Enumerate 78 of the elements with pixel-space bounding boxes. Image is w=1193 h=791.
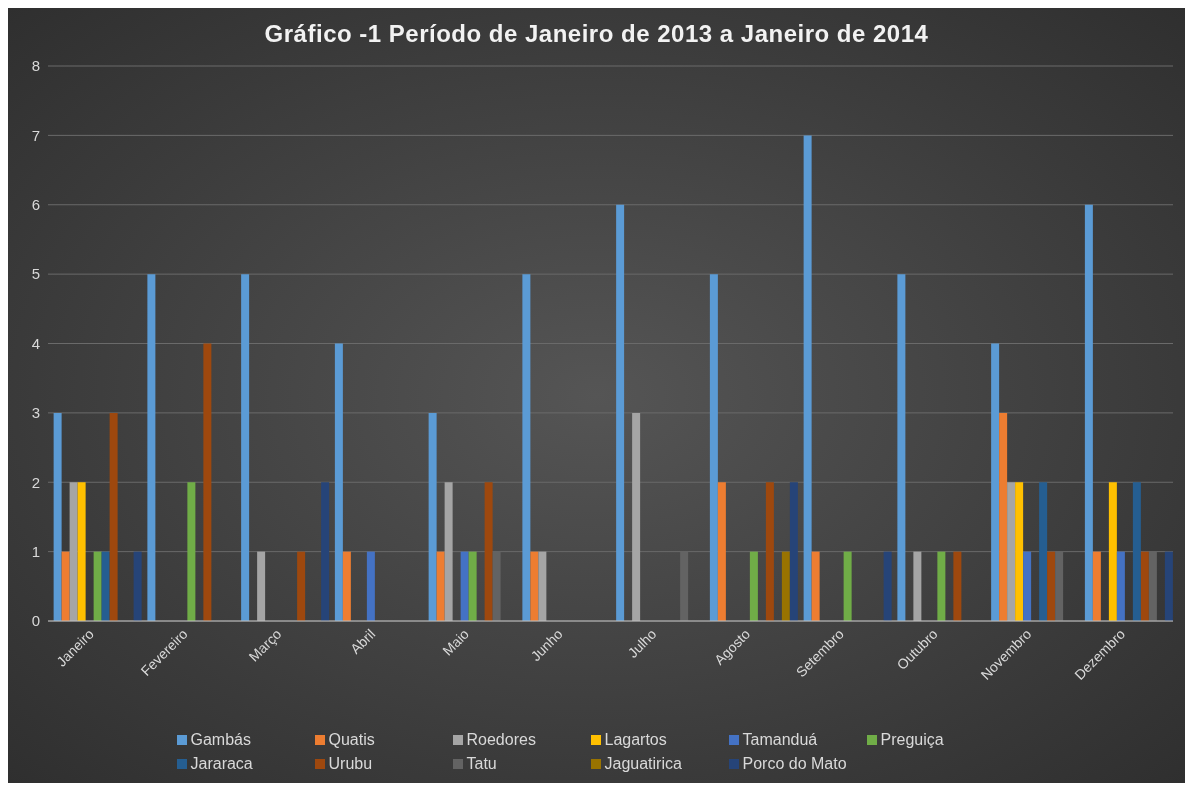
bar <box>999 412 1008 621</box>
legend-label: Gambás <box>190 731 251 749</box>
bar <box>522 274 531 621</box>
y-tick-label: 8 <box>31 57 40 75</box>
bar <box>1140 551 1149 621</box>
y-tick-label: 6 <box>31 196 40 214</box>
y-tick-label: 5 <box>31 265 40 283</box>
bar <box>1084 204 1093 621</box>
bar <box>484 482 493 621</box>
legend-label: Preguiça <box>880 731 944 749</box>
legend-label: Urubu <box>328 755 373 773</box>
bar <box>101 551 110 621</box>
y-tick-label: 3 <box>31 404 40 422</box>
bar <box>781 551 790 621</box>
bar <box>937 551 946 621</box>
bar <box>883 551 892 621</box>
y-tick-label: 1 <box>31 542 40 560</box>
bar <box>428 412 437 621</box>
bar <box>1164 551 1173 621</box>
bar <box>203 343 212 621</box>
bar <box>991 343 1000 621</box>
bar <box>632 412 641 621</box>
bar <box>897 274 906 621</box>
legend-label: Quatis <box>328 731 375 749</box>
bar <box>342 551 351 621</box>
legend-label: Tatu <box>466 755 497 773</box>
bar <box>538 551 547 621</box>
bar <box>616 204 625 621</box>
bar <box>1015 482 1024 621</box>
bar <box>1132 482 1141 621</box>
bar <box>709 274 718 621</box>
bar <box>241 274 250 621</box>
legend-label: Lagartos <box>604 731 667 749</box>
bar <box>109 412 118 621</box>
bar <box>953 551 962 621</box>
y-tick-label: 4 <box>31 334 40 352</box>
bar <box>436 551 445 621</box>
chart-title: Gráfico -1 Período de Janeiro de 2013 a Janeiro de 2014 <box>263 19 930 49</box>
bar <box>765 482 774 621</box>
bar <box>913 551 922 621</box>
bar <box>1007 482 1016 621</box>
bar <box>147 274 156 621</box>
bar <box>1108 482 1117 621</box>
bar <box>1047 551 1056 621</box>
bar <box>297 551 306 621</box>
bar <box>257 551 266 621</box>
bar <box>843 551 852 621</box>
bar <box>53 412 62 621</box>
legend-label: Porco do Mato <box>742 755 847 773</box>
bar <box>334 343 343 621</box>
legend-label: Tamanduá <box>742 731 818 749</box>
bar <box>366 551 375 621</box>
bar <box>803 135 812 621</box>
y-tick-label: 0 <box>31 612 40 630</box>
bar <box>133 551 142 621</box>
bar <box>717 482 726 621</box>
bar <box>69 482 78 621</box>
legend-label: Jararaca <box>190 755 253 773</box>
y-tick-label: 7 <box>31 126 40 144</box>
bar <box>1023 551 1032 621</box>
bar <box>93 551 102 621</box>
bar <box>460 551 469 621</box>
bar <box>61 551 70 621</box>
bar <box>444 482 453 621</box>
bar <box>187 482 196 621</box>
bar <box>1116 551 1125 621</box>
bar <box>1039 482 1048 621</box>
bar <box>468 551 477 621</box>
legend-label: Roedores <box>466 731 536 749</box>
bar <box>77 482 86 621</box>
bar <box>530 551 539 621</box>
bar <box>811 551 820 621</box>
legend-label: Jaguatirica <box>604 755 682 773</box>
bar <box>749 551 758 621</box>
bar <box>1092 551 1101 621</box>
y-tick-label: 2 <box>31 473 40 491</box>
bar <box>321 482 330 621</box>
bar <box>789 482 798 621</box>
